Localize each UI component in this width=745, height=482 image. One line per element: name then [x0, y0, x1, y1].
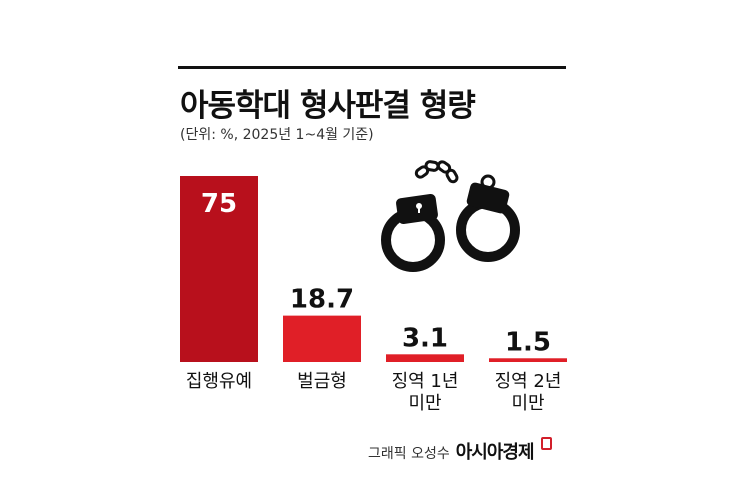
value-label: 3.1	[402, 323, 448, 353]
category-label: 집행유예	[186, 371, 252, 392]
category-label: 징역 2년	[495, 371, 562, 392]
category-label: 미만	[511, 393, 544, 414]
chart-title: 아동학대 형사판결 형량	[180, 88, 476, 124]
credit: 그래픽 오성수 아시아경제	[368, 437, 552, 464]
credit-author: 그래픽 오성수	[368, 446, 450, 462]
bars-layer	[180, 176, 567, 362]
category-label: 징역 1년	[392, 371, 459, 392]
category-label: 벌금형	[297, 371, 347, 392]
brand-mark-icon	[540, 437, 552, 450]
value-label: 1.5	[505, 327, 551, 357]
value-label: 18.7	[290, 285, 354, 315]
bar	[283, 315, 361, 362]
bar	[489, 358, 567, 362]
handcuffs-icon	[381, 160, 520, 272]
chart-subtitle: (단위: %, 2025년 1~4월 기준)	[180, 127, 374, 143]
value-label: 75	[201, 189, 237, 219]
bar	[180, 176, 258, 362]
top-rule	[178, 66, 566, 69]
bar	[386, 354, 464, 362]
category-label: 미만	[408, 393, 441, 414]
credit-brand: 아시아경제	[455, 442, 535, 463]
